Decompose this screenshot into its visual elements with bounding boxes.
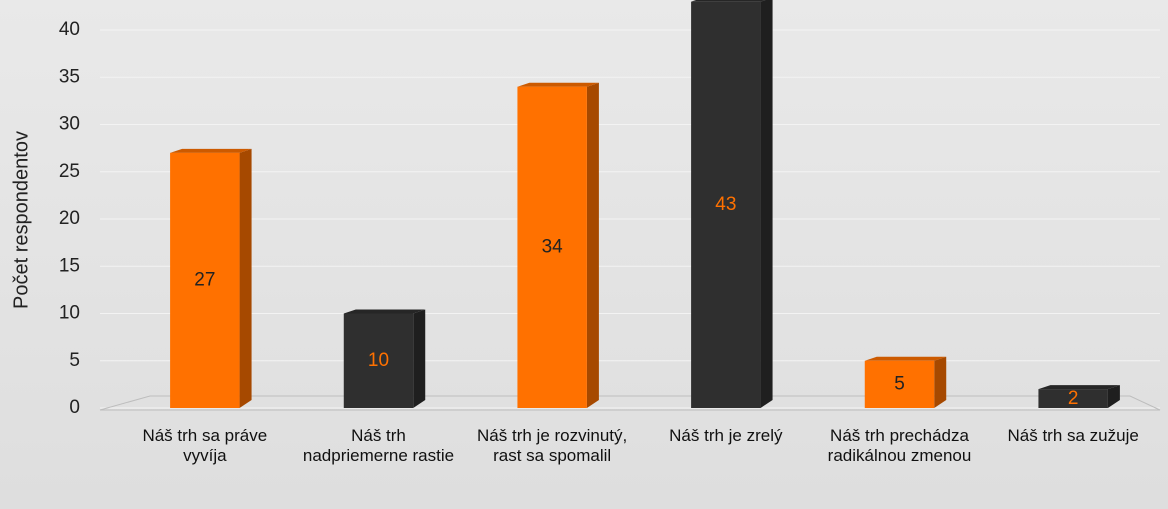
y-tick-label: 5 xyxy=(69,350,80,371)
x-tick-label: Náš trh je rozvinutý, rast sa spomalil xyxy=(477,426,628,465)
x-tick-label: Náš trh sa zužuje xyxy=(1007,426,1139,445)
data-label: 27 xyxy=(194,269,215,290)
data-label: 2 xyxy=(1068,388,1079,409)
bar xyxy=(691,1,761,409)
bar-side xyxy=(934,356,947,408)
bar xyxy=(343,313,414,408)
bar-top xyxy=(170,148,252,153)
y-tick-label: 0 xyxy=(69,397,80,418)
bar-top xyxy=(517,82,599,87)
y-tick-label: 10 xyxy=(59,303,80,324)
bar-side xyxy=(586,82,599,408)
y-tick-label: 15 xyxy=(59,255,80,276)
floor xyxy=(99,395,1161,411)
y-axis-title: Počet respondentov xyxy=(10,131,32,309)
data-label: 43 xyxy=(715,194,736,215)
x-tick-label: Náš trh sa práve vyvíja xyxy=(142,426,268,465)
bar-top xyxy=(343,309,426,314)
data-label: 34 xyxy=(542,236,564,257)
bar-side xyxy=(1107,385,1120,408)
data-label: 5 xyxy=(894,373,905,394)
bar-side xyxy=(239,148,252,408)
bar-top xyxy=(691,0,766,2)
bar-top xyxy=(864,356,947,361)
y-tick-label: 20 xyxy=(59,208,80,229)
data-label: 10 xyxy=(368,350,389,371)
bar xyxy=(517,86,587,408)
bar-top xyxy=(1038,385,1120,390)
bar xyxy=(1038,389,1108,408)
y-tick-label: 35 xyxy=(59,66,80,87)
y-tick-label: 30 xyxy=(59,114,80,135)
bar-side xyxy=(413,309,426,408)
x-tick-label: Náš trh nadpriemerne rastie xyxy=(302,426,455,465)
bar-side xyxy=(760,0,773,408)
y-tick-label: 25 xyxy=(59,161,80,182)
bar xyxy=(170,152,240,408)
bar xyxy=(864,360,935,408)
x-tick-label: Náš trh je zrelý xyxy=(669,426,783,445)
y-tick-label: 40 xyxy=(59,19,80,40)
x-tick-label: Náš trh prechádza radikálnou zmenou xyxy=(827,426,972,465)
